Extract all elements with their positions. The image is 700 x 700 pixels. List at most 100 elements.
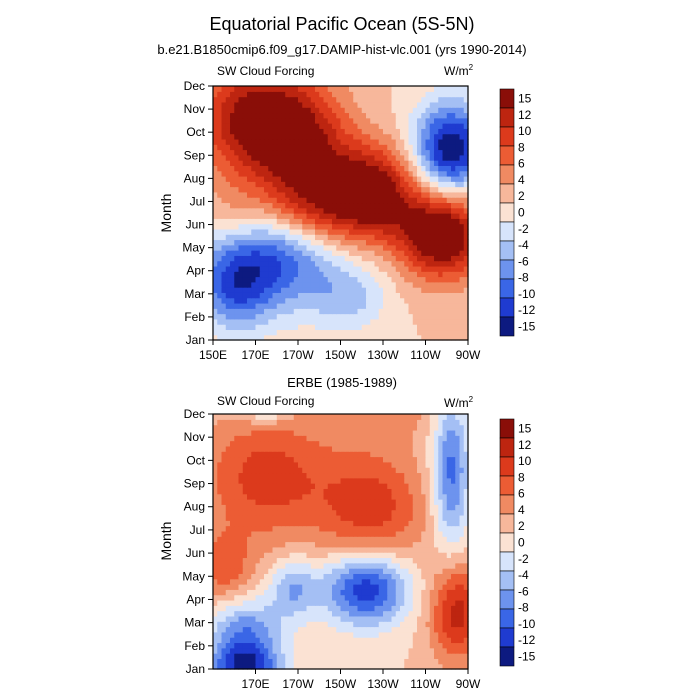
heatmap-cell [327, 228, 333, 235]
heatmap-cell [404, 160, 410, 166]
heatmap-cell [361, 202, 367, 209]
heatmap-cell [310, 123, 316, 129]
heatmap-cell [319, 313, 325, 320]
heatmap-cell [404, 175, 410, 182]
heatmap-cell [302, 504, 308, 511]
heatmap-cell [395, 271, 401, 278]
heatmap-cell [374, 493, 380, 500]
heatmap-cell [434, 488, 439, 495]
heatmap-cell [327, 488, 333, 495]
heatmap-cell [302, 218, 308, 225]
heatmap-cell [442, 594, 448, 601]
heatmap-cell [412, 546, 418, 553]
heatmap-cell [463, 313, 469, 320]
heatmap-cell [289, 584, 295, 590]
heatmap-cell [366, 154, 371, 161]
heatmap-cell [302, 123, 308, 129]
heatmap-cell [272, 504, 278, 511]
heatmap-cell [446, 302, 452, 309]
heatmap-cell [429, 86, 435, 92]
heatmap-cell [247, 117, 252, 124]
heatmap-cell [225, 308, 231, 315]
heatmap-cell [327, 101, 333, 108]
heatmap-cell [247, 260, 252, 267]
heatmap-cell [242, 207, 248, 214]
heatmap-cell [293, 509, 299, 516]
heatmap-cell [285, 329, 291, 336]
heatmap-cell [259, 626, 265, 633]
heatmap-cell [281, 255, 286, 262]
heatmap-cell [387, 276, 393, 283]
heatmap-cell [383, 228, 388, 235]
heatmap-cell [361, 133, 367, 140]
heatmap-cell [221, 96, 227, 103]
heatmap-cell [429, 525, 435, 532]
heatmap-cell [387, 213, 393, 219]
heatmap-cell [370, 123, 376, 129]
heatmap-cell [425, 186, 431, 193]
heatmap-cell [255, 493, 261, 500]
heatmap-cell [293, 197, 299, 204]
heatmap-cell [408, 329, 414, 336]
heatmap-cell [289, 594, 295, 601]
heatmap-cell [455, 308, 461, 315]
heatmap-cell [361, 287, 367, 293]
heatmap-cell [255, 91, 261, 98]
heatmap-cell [281, 594, 286, 601]
heatmap-cell [366, 324, 371, 331]
heatmap-cell [366, 117, 371, 124]
heatmap-cell [327, 546, 333, 553]
heatmap-cell [327, 552, 333, 559]
heatmap-cell [349, 610, 354, 617]
heatmap-cell [438, 107, 444, 114]
heatmap-cell [251, 658, 257, 665]
heatmap-cell [340, 101, 346, 108]
heatmap-cell [293, 599, 299, 606]
heatmap-cell [404, 276, 410, 283]
heatmap-cell [323, 191, 329, 198]
heatmap-cell [293, 96, 299, 103]
heatmap-cell [221, 191, 227, 198]
heatmap-cell [370, 117, 376, 124]
heatmap-cell [417, 610, 422, 617]
heatmap-cell [238, 530, 244, 537]
heatmap-cell [421, 493, 427, 500]
heatmap-cell [459, 287, 465, 293]
heatmap-cell [387, 265, 393, 272]
heatmap-cell [242, 663, 248, 670]
heatmap-cell [238, 562, 244, 569]
heatmap-cell [234, 149, 240, 156]
heatmap-cell [434, 642, 439, 649]
heatmap-cell [463, 255, 469, 262]
heatmap-cell [395, 615, 401, 622]
heatmap-cell [387, 123, 393, 129]
heatmap-cell [302, 621, 308, 628]
heatmap-cell [247, 191, 252, 198]
heatmap-cell [353, 292, 359, 299]
heatmap-cell [404, 568, 410, 574]
heatmap-cell [395, 117, 401, 124]
heatmap-cell [404, 637, 410, 644]
heatmap-cell [425, 653, 431, 659]
heatmap-cell [259, 318, 265, 325]
heatmap-cell [259, 271, 265, 278]
heatmap-cell [438, 186, 444, 193]
heatmap-cell [315, 573, 320, 580]
heatmap-cell [391, 302, 397, 309]
heatmap-cell [323, 123, 329, 129]
heatmap-cell [293, 642, 299, 649]
heatmap-cell [378, 175, 384, 182]
heatmap-cell [247, 313, 252, 320]
heatmap-cell [238, 329, 244, 336]
heatmap-cell [272, 149, 278, 156]
heatmap-cell [340, 138, 346, 145]
heatmap-cell [247, 86, 252, 92]
heatmap-cell [446, 234, 452, 241]
heatmap-cell [349, 292, 354, 299]
heatmap-cell [276, 530, 282, 537]
heatmap-cell [463, 186, 469, 193]
heatmap-cell [225, 197, 231, 204]
heatmap-cell [412, 149, 418, 156]
heatmap-cell [268, 318, 274, 325]
heatmap-cell [370, 514, 376, 521]
